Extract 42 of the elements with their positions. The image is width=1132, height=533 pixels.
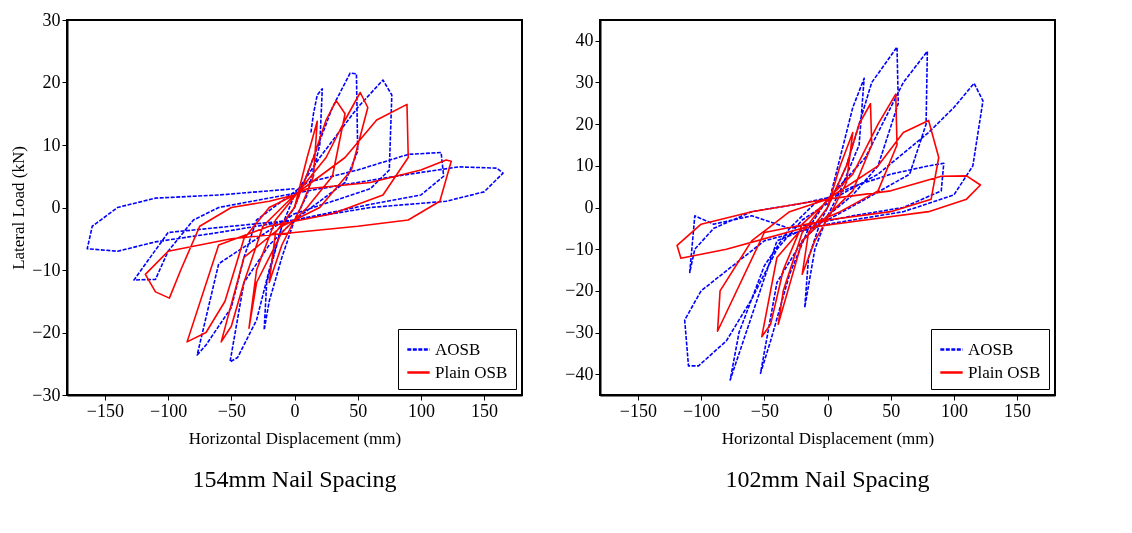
y-tick-label: 20 [575, 113, 594, 134]
x-tick-label: −50 [750, 400, 779, 421]
x-tick-label: −100 [150, 400, 188, 421]
y-tick-label: −20 [565, 280, 594, 301]
y-tick-label: 0 [51, 197, 61, 217]
y-tick-label: 30 [575, 72, 594, 92]
y-tick-label: 30 [42, 9, 61, 30]
y-tick-label: 0 [584, 197, 594, 217]
x-axis-title: Horizontal Displacement (mm) [721, 428, 935, 448]
y-tick-label: 40 [575, 30, 594, 51]
line-series [676, 93, 982, 338]
legend-label: AOSB [968, 339, 1014, 359]
text: 154mm Nail Spacing [192, 466, 397, 492]
text: 102mm Nail Spacing [725, 466, 930, 492]
y-tick-label: 20 [42, 72, 61, 92]
x-tick-label: 0 [290, 400, 300, 421]
y-tick-label: −30 [32, 384, 61, 405]
y-tick-label: 10 [575, 155, 594, 176]
legend-label: Plain OSB [435, 362, 508, 382]
x-tick-label: 150 [471, 400, 499, 421]
y-tick-label: −20 [32, 322, 61, 342]
x-tick-label: 0 [823, 400, 833, 421]
x-tick-label: 50 [349, 400, 368, 421]
x-tick-label: 150 [1004, 400, 1032, 421]
x-tick-label: −150 [86, 400, 124, 421]
x-tick-label: 100 [940, 400, 968, 421]
legend-label: Plain OSB [968, 362, 1041, 382]
y-tick-label: −10 [32, 259, 61, 280]
y-tick-label: −10 [565, 238, 594, 259]
x-tick-label: −100 [683, 400, 721, 421]
x-tick-label: −150 [619, 400, 657, 421]
line-series [86, 72, 504, 363]
y-axis-title: Lateral Load (kN) [9, 146, 29, 270]
legend-label: AOSB [435, 339, 481, 359]
x-axis-title: Horizontal Displacement (mm) [188, 428, 402, 448]
y-tick-label: −40 [565, 363, 594, 384]
x-tick-label: −50 [217, 400, 246, 421]
line-series [144, 91, 453, 343]
y-tick-label: 10 [42, 134, 61, 155]
x-tick-label: 100 [407, 400, 435, 421]
y-tick-label: −30 [565, 322, 594, 342]
x-tick-label: 50 [882, 400, 901, 421]
